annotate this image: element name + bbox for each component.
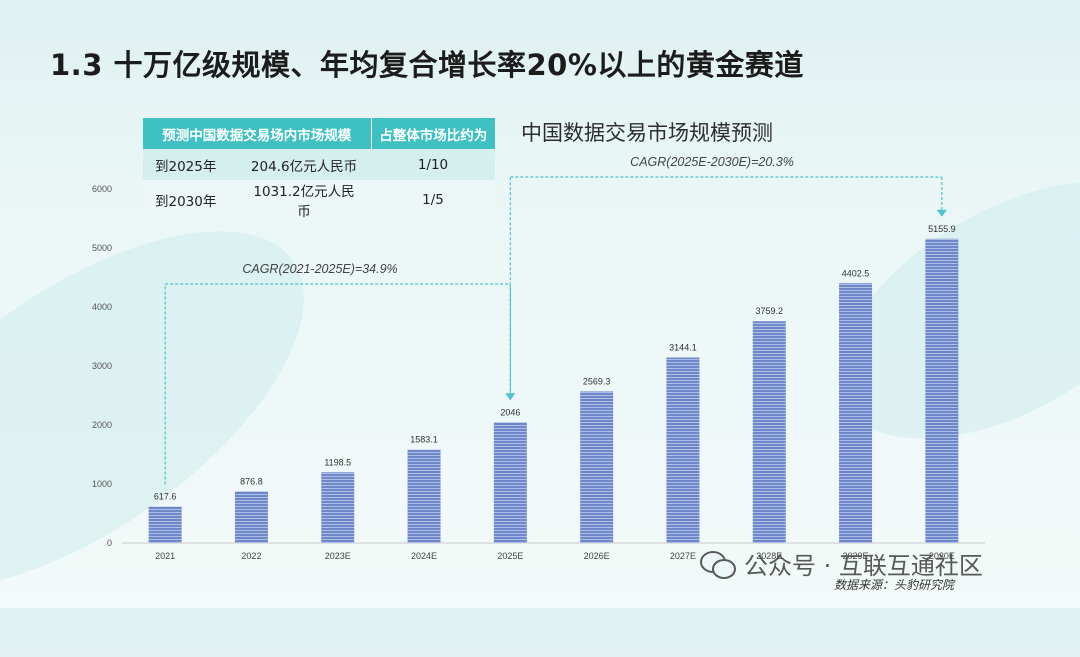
y-tick-label: 1000 bbox=[92, 479, 112, 489]
data-label: 4402.5 bbox=[842, 268, 870, 278]
x-tick-label: 2026E bbox=[584, 551, 610, 561]
table-header-scale: 预测中国数据交易场内市场规模 bbox=[143, 118, 372, 149]
cagr-annotation: CAGR(2021-2025E)=34.9% bbox=[242, 262, 397, 276]
cagr-annotation: CAGR(2025E-2030E)=20.3% bbox=[630, 155, 794, 169]
x-tick-label: 2029E bbox=[843, 551, 869, 561]
data-label: 876.8 bbox=[240, 476, 263, 486]
table-row: 到2025年 204.6亿元人民币 1/10 bbox=[143, 149, 495, 180]
table-cell-value: 1031.2亿元人民币 bbox=[237, 180, 371, 220]
table-cell-year: 到2025年 bbox=[143, 149, 237, 180]
x-tick-label: 2022 bbox=[241, 551, 261, 561]
bar-chart: 0 1000 2000 3000 4000 5000 6000 617.6 2021 876.8 2… bbox=[92, 155, 985, 561]
x-tick-label: 2028E bbox=[756, 551, 782, 561]
forecast-table: 预测中国数据交易场内市场规模 占整体市场比约为 到2025年 204.6亿元人民… bbox=[143, 118, 495, 220]
table-cell-share: 1/5 bbox=[371, 180, 495, 220]
data-source: 数据来源：头豹研究院 bbox=[834, 578, 955, 592]
bar bbox=[234, 491, 268, 543]
bar bbox=[148, 506, 182, 543]
cagr-arrow bbox=[505, 393, 516, 401]
bar bbox=[839, 283, 873, 543]
y-tick-label: 3000 bbox=[92, 361, 112, 371]
x-tick-label: 2027E bbox=[670, 551, 696, 561]
table-cell-year: 到2030年 bbox=[143, 180, 237, 220]
bar bbox=[407, 449, 441, 543]
table-row: 到2030年 1031.2亿元人民币 1/5 bbox=[143, 180, 495, 220]
wechat-icon bbox=[700, 549, 736, 579]
x-tick-label: 2021 bbox=[155, 551, 175, 561]
table-cell-value: 204.6亿元人民币 bbox=[237, 149, 371, 180]
bar bbox=[321, 472, 355, 543]
data-label: 617.6 bbox=[154, 492, 177, 502]
chart-title: 中国数据交易市场规模预测 bbox=[521, 121, 773, 145]
data-label: 3144.1 bbox=[669, 342, 697, 352]
bar bbox=[752, 321, 786, 543]
x-tick-label: 2030E bbox=[929, 551, 955, 561]
bar bbox=[925, 238, 959, 544]
y-tick-label: 0 bbox=[107, 538, 112, 548]
data-label: 2569.3 bbox=[583, 376, 611, 386]
data-label: 2046 bbox=[500, 407, 520, 417]
x-tick-label: 2024E bbox=[411, 551, 437, 561]
table-header-share: 占整体市场比约为 bbox=[371, 118, 495, 149]
x-tick-label: 2025E bbox=[497, 551, 523, 561]
page-title: 1.3 十万亿级规模、年均复合增长率20%以上的黄金赛道 bbox=[50, 48, 804, 82]
table-cell-share: 1/10 bbox=[371, 149, 495, 180]
data-label: 1583.1 bbox=[410, 435, 438, 445]
bar bbox=[580, 391, 614, 543]
y-tick-label: 5000 bbox=[92, 243, 112, 253]
bar bbox=[493, 422, 527, 543]
x-tick-label: 2023E bbox=[325, 551, 351, 561]
y-tick-label: 2000 bbox=[92, 420, 112, 430]
watermark-text: 公众号 · 互联互通社区 bbox=[744, 552, 983, 580]
data-label: 5155.9 bbox=[928, 224, 956, 234]
cagr-arrow bbox=[936, 209, 947, 217]
y-tick-label: 4000 bbox=[92, 302, 112, 312]
y-tick-label: 6000 bbox=[92, 184, 112, 194]
data-label: 1198.5 bbox=[324, 457, 351, 467]
bar bbox=[666, 357, 700, 543]
data-label: 3759.2 bbox=[755, 306, 783, 316]
watermark: 公众号 · 互联互通社区 bbox=[700, 546, 983, 581]
